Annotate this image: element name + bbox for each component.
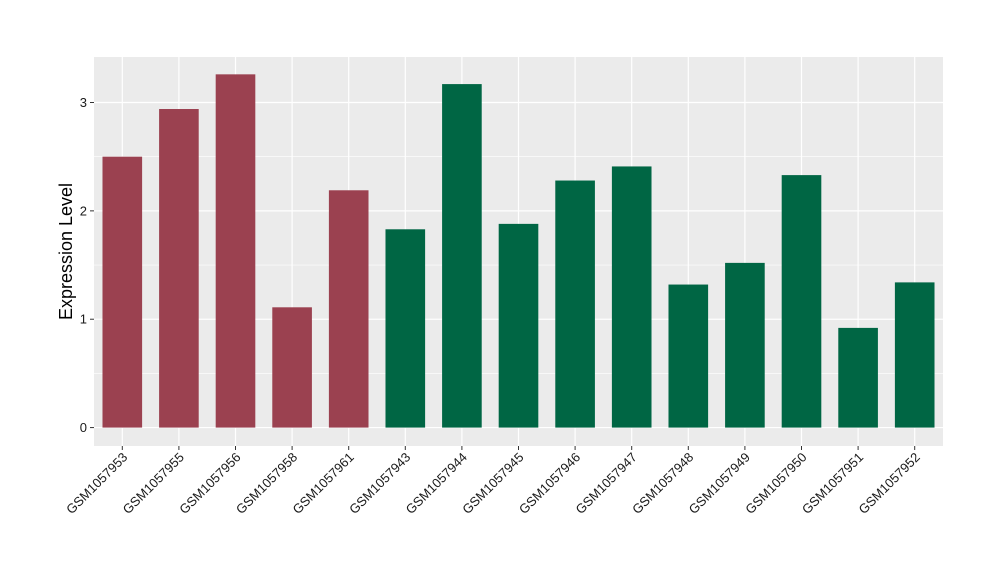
bar-GSM1057943 (385, 229, 426, 428)
bar-GSM1057961 (328, 190, 369, 428)
bar-GSM1057951 (838, 327, 878, 428)
bar-GSM1057958 (272, 307, 312, 428)
y-tick-label: 1 (80, 312, 87, 327)
y-axis-title: Expression Level (56, 183, 76, 320)
bars (102, 74, 935, 428)
bar-GSM1057950 (781, 175, 822, 428)
x-axis: GSM1057953GSM1057955GSM1057956GSM1057958… (63, 446, 923, 517)
bar-GSM1057952 (894, 282, 935, 428)
bar-GSM1057956 (215, 74, 256, 428)
bar-GSM1057944 (442, 84, 482, 428)
bar-GSM1057955 (159, 109, 199, 428)
bar-GSM1057953 (102, 156, 143, 428)
bar-GSM1057945 (498, 223, 539, 428)
y-tick-label: 2 (80, 203, 87, 218)
bar-GSM1057949 (725, 262, 765, 428)
bar-GSM1057948 (668, 284, 709, 428)
bar-GSM1057947 (611, 166, 652, 428)
bar-GSM1057946 (555, 180, 595, 428)
y-tick-label: 3 (80, 95, 87, 110)
y-tick-label: 0 (80, 420, 87, 435)
y-axis: 0 1 2 3 (80, 95, 94, 435)
